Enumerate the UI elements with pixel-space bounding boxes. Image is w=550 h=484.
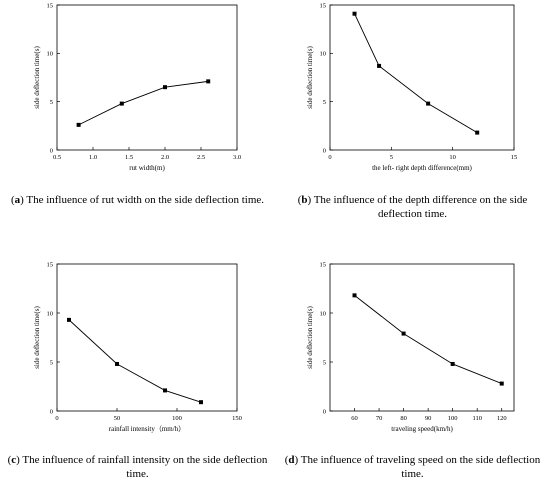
data-point (115, 361, 119, 366)
x-axis-label: traveling speed(km/h) (391, 425, 453, 433)
y-tick-label: 15 (320, 261, 327, 268)
data-point (426, 101, 431, 106)
plot-frame (56, 4, 238, 151)
x-tick-label: 1.0 (89, 154, 97, 161)
chart-d: 60 70 80 90 100 110 120 0 5 10 15 traveling speed(k… (306, 261, 515, 433)
y-tick-label: 5 (50, 359, 53, 366)
x-tick-label: 10 (449, 154, 456, 161)
y-tick-label: 5 (50, 99, 53, 106)
y-tick-label: 10 (47, 51, 54, 58)
caption-d: (d) The influence of traveling speed on … (284, 454, 541, 480)
x-axis-label: the left- right depth difference(mm) (372, 164, 472, 172)
y-tick-label: 10 (47, 310, 54, 317)
x-axis-label: rut width(m) (129, 164, 165, 172)
data-point (450, 361, 455, 366)
chart-c: 0 50 100 150 0 5 10 15 rainfall intensity（mm/h） s… (33, 261, 242, 433)
x-tick-label: 110 (472, 415, 482, 422)
x-tick-label: 90 (425, 415, 432, 422)
y-tick-label: 0 (323, 408, 326, 415)
y-axis-label: side deflection time(s) (33, 46, 41, 109)
series-line (78, 80, 209, 126)
x-tick-label: 3.0 (233, 154, 241, 161)
data-point (206, 79, 211, 84)
x-tick-label: 70 (376, 415, 383, 422)
x-tick-label: 2.5 (197, 154, 205, 161)
data-point (352, 293, 357, 298)
plot-frame (56, 263, 238, 412)
x-tick-label: 15 (511, 154, 518, 161)
series-line (68, 319, 202, 403)
x-tick-label: 80 (400, 415, 407, 422)
x-tick-label: 100 (448, 415, 458, 422)
chart-a: 0.5 1.0 1.5 2.0 2.5 3.0 0 5 10 15 rut width(m) side… (33, 2, 241, 172)
plot-frame (329, 4, 515, 151)
x-tick-label: 5 (390, 154, 393, 161)
data-point (499, 381, 504, 386)
x-tick-label: 60 (351, 415, 358, 422)
data-point (163, 388, 167, 393)
data-point (401, 331, 406, 336)
y-axis-label: side deflection time(s) (33, 306, 41, 369)
x-axis-label: rainfall intensity（mm/h） (109, 425, 185, 433)
x-tick-label: 0.5 (53, 154, 61, 161)
y-axis-label: side deflection time(s) (306, 46, 314, 109)
y-tick-label: 5 (323, 359, 326, 366)
y-tick-label: 10 (320, 51, 327, 58)
data-point (119, 101, 124, 106)
x-tick-label: 150 (232, 415, 242, 422)
data-point (76, 122, 81, 127)
plot-frame (329, 263, 515, 412)
y-tick-label: 5 (323, 99, 326, 106)
x-tick-label: 100 (172, 415, 182, 422)
x-tick-label: 2.0 (161, 154, 169, 161)
caption-a: (a) The influence of rut width on the si… (10, 194, 265, 206)
data-point (475, 130, 480, 135)
data-point (352, 11, 357, 16)
y-tick-label: 10 (320, 310, 327, 317)
y-tick-label: 15 (320, 2, 327, 9)
data-point (67, 317, 71, 322)
caption-b: (b) The influence of the depth differenc… (297, 194, 528, 220)
x-tick-label: 0 (328, 154, 331, 161)
y-tick-label: 0 (50, 408, 53, 415)
y-tick-label: 0 (323, 147, 326, 154)
y-axis-label: side deflection time(s) (306, 306, 314, 369)
y-tick-label: 0 (50, 147, 53, 154)
y-tick-label: 15 (47, 261, 54, 268)
x-tick-label: 50 (114, 415, 121, 422)
y-tick-label: 15 (47, 2, 54, 9)
x-tick-label: 0 (55, 415, 58, 422)
caption-c: (c) The influence of rainfall intensity … (7, 454, 268, 480)
x-tick-label: 1.5 (125, 154, 133, 161)
data-point (199, 400, 203, 405)
x-tick-label: 120 (497, 415, 507, 422)
series-line (354, 13, 478, 133)
data-point (377, 63, 382, 68)
chart-b: 0 5 10 15 0 5 10 15 the left- right depth differ… (306, 2, 517, 172)
series-line (354, 295, 502, 384)
data-point (163, 85, 167, 90)
